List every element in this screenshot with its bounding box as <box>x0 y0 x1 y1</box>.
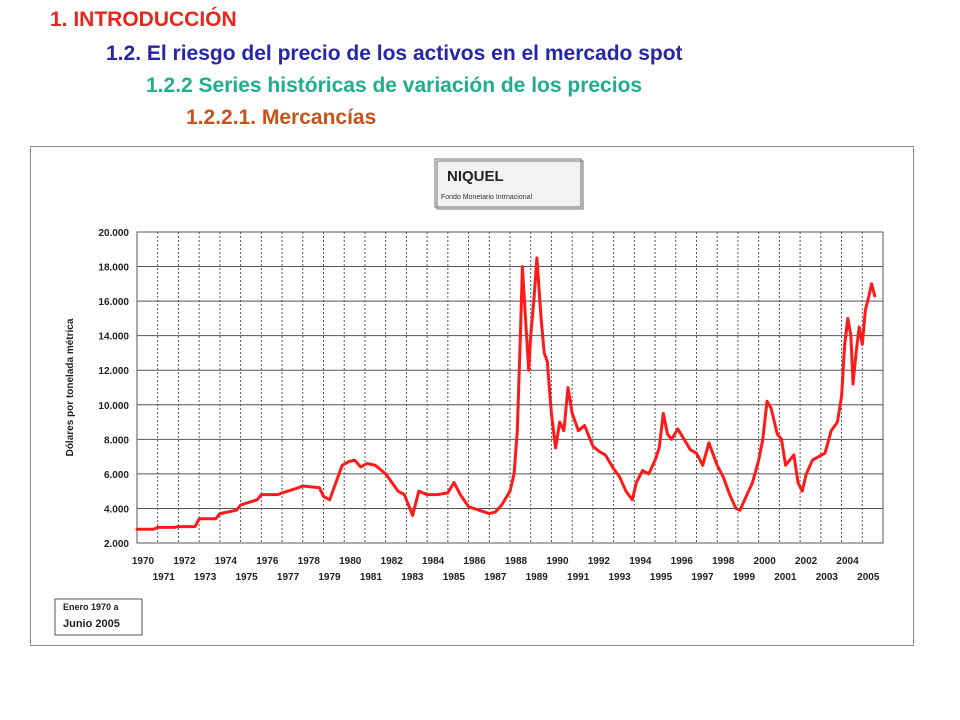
x-tick-label: 1977 <box>277 572 300 583</box>
x-tick-label: 1982 <box>381 556 404 567</box>
grid-lines <box>137 231 883 544</box>
y-tick-label: 18.000 <box>98 263 129 274</box>
nickel-price-chart: NIQUEL Fondo Monetario Intrnacional 2.00… <box>54 158 884 636</box>
x-tick-label: 2004 <box>836 556 859 567</box>
x-tick-label: 1983 <box>401 572 424 583</box>
chart-title: NIQUEL <box>447 168 504 185</box>
chart-subtitle: Fondo Monetario Intrnacional <box>441 194 532 201</box>
y-tick-label: 14.000 <box>98 332 129 343</box>
x-tick-label: 1995 <box>650 572 673 583</box>
x-tick-label: 1980 <box>339 556 362 567</box>
y-axis-ticks: 2.000 4.000 6.000 8.000 10.000 12.000 14.000 16… <box>98 228 129 550</box>
y-tick-label: 2.000 <box>104 539 129 550</box>
x-tick-label: 1988 <box>505 556 528 567</box>
x-tick-label: 2003 <box>816 572 839 583</box>
x-tick-label: 2000 <box>754 556 777 567</box>
x-tick-label: 1994 <box>629 556 652 567</box>
y-tick-label: 4.000 <box>104 504 129 515</box>
x-tick-label: 1998 <box>712 556 735 567</box>
x-tick-label: 1989 <box>526 572 549 583</box>
x-tick-label: 1974 <box>215 556 238 567</box>
x-tick-label: 1996 <box>671 556 694 567</box>
x-tick-label: 1978 <box>298 556 321 567</box>
x-tick-label: 1987 <box>484 572 507 583</box>
chart-title-box: NIQUEL Fondo Monetario Intrnacional <box>434 158 584 210</box>
x-tick-label: 1985 <box>443 572 466 583</box>
x-tick-label: 1979 <box>318 572 341 583</box>
x-tick-label: 1993 <box>608 572 631 583</box>
plot-area-border <box>136 231 884 544</box>
heading-level-1: 1. INTRODUCCIÓN <box>50 8 237 31</box>
y-tick-label: 12.000 <box>98 366 129 377</box>
x-tick-label: 1990 <box>546 556 569 567</box>
note-line-1: Enero 1970 a <box>63 602 120 612</box>
x-tick-label: 1973 <box>194 572 217 583</box>
x-tick-label: 1981 <box>360 572 383 583</box>
y-tick-label: 8.000 <box>104 435 129 446</box>
x-tick-label: 2002 <box>795 556 818 567</box>
heading-level-2: 1.2. El riesgo del precio de los activos… <box>106 42 683 65</box>
heading-level-4: 1.2.2.1. Mercancías <box>186 106 377 129</box>
x-tick-label: 1970 <box>132 556 155 567</box>
x-tick-label: 1972 <box>173 556 196 567</box>
chart-frame: NIQUEL Fondo Monetario Intrnacional 2.00… <box>30 146 914 646</box>
x-tick-label: 1999 <box>733 572 756 583</box>
x-axis-ticks: 1970 1972 1974 1976 1978 1980 1982 1984 1986 1988… <box>132 556 880 583</box>
x-tick-label: 1971 <box>153 572 176 583</box>
x-tick-label: 1986 <box>463 556 486 567</box>
y-tick-label: 16.000 <box>98 297 129 308</box>
x-tick-label: 1992 <box>588 556 611 567</box>
y-tick-label: 6.000 <box>104 470 129 481</box>
series-line-niquel <box>135 256 877 531</box>
y-tick-label: 20.000 <box>98 228 129 239</box>
x-tick-label: 2005 <box>857 572 880 583</box>
note-line-2: Junio 2005 <box>63 618 120 630</box>
y-tick-label: 10.000 <box>98 401 129 412</box>
x-tick-label: 1997 <box>691 572 714 583</box>
x-tick-label: 1991 <box>567 572 590 583</box>
y-axis-label: Dólares por tonelada métrica <box>65 318 76 456</box>
x-tick-label: 1976 <box>256 556 279 567</box>
x-tick-label: 1984 <box>422 556 445 567</box>
date-range-note: Enero 1970 a Junio 2005 <box>54 598 143 636</box>
x-tick-label: 2001 <box>774 572 797 583</box>
x-tick-label: 1975 <box>235 572 258 583</box>
heading-level-3: 1.2.2 Series históricas de variación de … <box>146 74 643 97</box>
